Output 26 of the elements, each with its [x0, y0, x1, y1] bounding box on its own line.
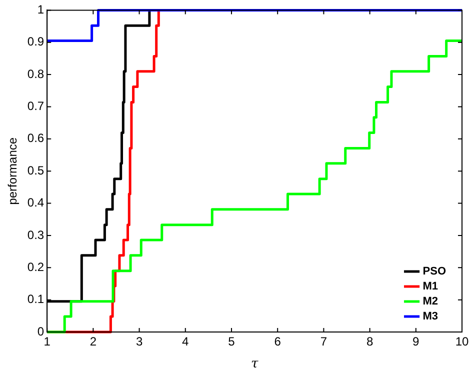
- x-tick-label: 2: [90, 334, 97, 349]
- x-tick-label: 4: [182, 334, 190, 349]
- y-tick-label: 0.4: [27, 196, 44, 210]
- x-axis-title: τ: [250, 356, 259, 372]
- y-tick-label: 0.1: [27, 292, 44, 306]
- legend-label: M3: [422, 310, 438, 323]
- x-tick-label: 10: [455, 334, 469, 349]
- x-tick-label: 8: [366, 334, 374, 349]
- x-tick-label: 5: [228, 334, 236, 349]
- legend-label: PSO: [422, 266, 446, 278]
- y-axis-title: performance: [6, 137, 20, 205]
- x-tick-label: 3: [136, 334, 143, 349]
- y-tick-label: 0.2: [27, 260, 44, 274]
- y-tick-label: 0.9: [27, 34, 44, 49]
- legend-label: M2: [422, 296, 438, 308]
- x-tick-label: 6: [274, 334, 282, 349]
- y-tick-label: 0.8: [27, 66, 44, 81]
- y-tick-label: 1: [37, 2, 44, 17]
- y-tick-label: 0.3: [27, 228, 44, 242]
- y-tick-label: 0: [37, 324, 44, 338]
- y-tick-label: 0.5: [27, 163, 44, 178]
- x-tick-label: 7: [320, 334, 328, 349]
- x-tick-label: 9: [412, 334, 420, 349]
- y-tick-label: 0.6: [27, 131, 44, 146]
- y-tick-label: 0.7: [27, 99, 44, 114]
- legend-label: M1: [422, 280, 438, 293]
